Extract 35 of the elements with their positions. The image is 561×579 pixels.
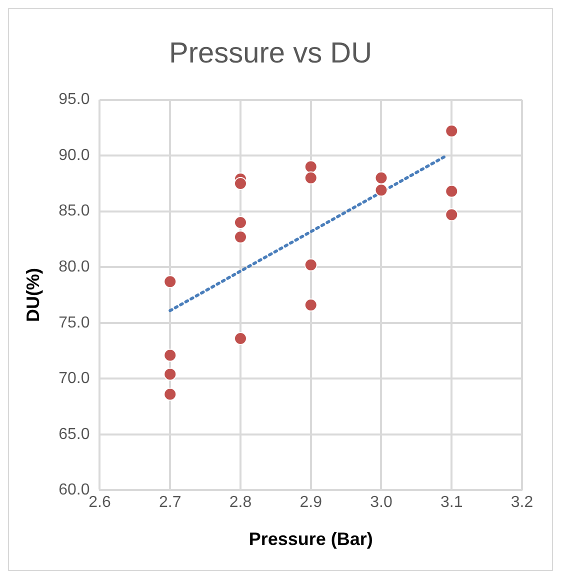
x-tick-label: 2.7 <box>158 494 182 512</box>
x-tick-label: 2.6 <box>88 494 111 512</box>
point <box>304 171 318 184</box>
y-axis-title: DU(%) <box>22 268 43 322</box>
x-tick-label: 3.0 <box>370 494 392 512</box>
point <box>164 368 177 381</box>
y-tick-label: 70.0 <box>58 370 90 388</box>
point <box>234 216 247 229</box>
y-tick-label: 80.0 <box>58 258 90 276</box>
point <box>304 258 318 272</box>
point <box>445 208 458 222</box>
point <box>234 230 247 244</box>
point <box>234 176 247 190</box>
y-tick-label: 75.0 <box>58 314 90 332</box>
y-tick-label: 95.0 <box>58 91 90 108</box>
point <box>374 171 388 184</box>
point <box>164 275 177 288</box>
y-tick-label: 85.0 <box>58 202 90 220</box>
point <box>234 332 247 345</box>
point <box>164 348 177 362</box>
x-tick-label: 3.2 <box>510 494 534 512</box>
x-tick-label: 2.8 <box>229 494 252 512</box>
x-tick-label: 2.9 <box>300 494 322 512</box>
chart-title: Pressure vs DU <box>168 37 372 70</box>
point <box>445 124 458 138</box>
y-tick-label: 90.0 <box>58 146 90 164</box>
point <box>304 160 318 174</box>
point <box>374 184 388 197</box>
x-axis-title: Pressure (Bar) <box>248 529 373 550</box>
y-tick-label: 60.0 <box>58 482 90 499</box>
y-tick-label: 65.0 <box>58 426 90 443</box>
x-tick-label: 3.1 <box>440 494 463 512</box>
point <box>304 298 318 312</box>
point <box>445 184 458 198</box>
point <box>164 388 177 401</box>
